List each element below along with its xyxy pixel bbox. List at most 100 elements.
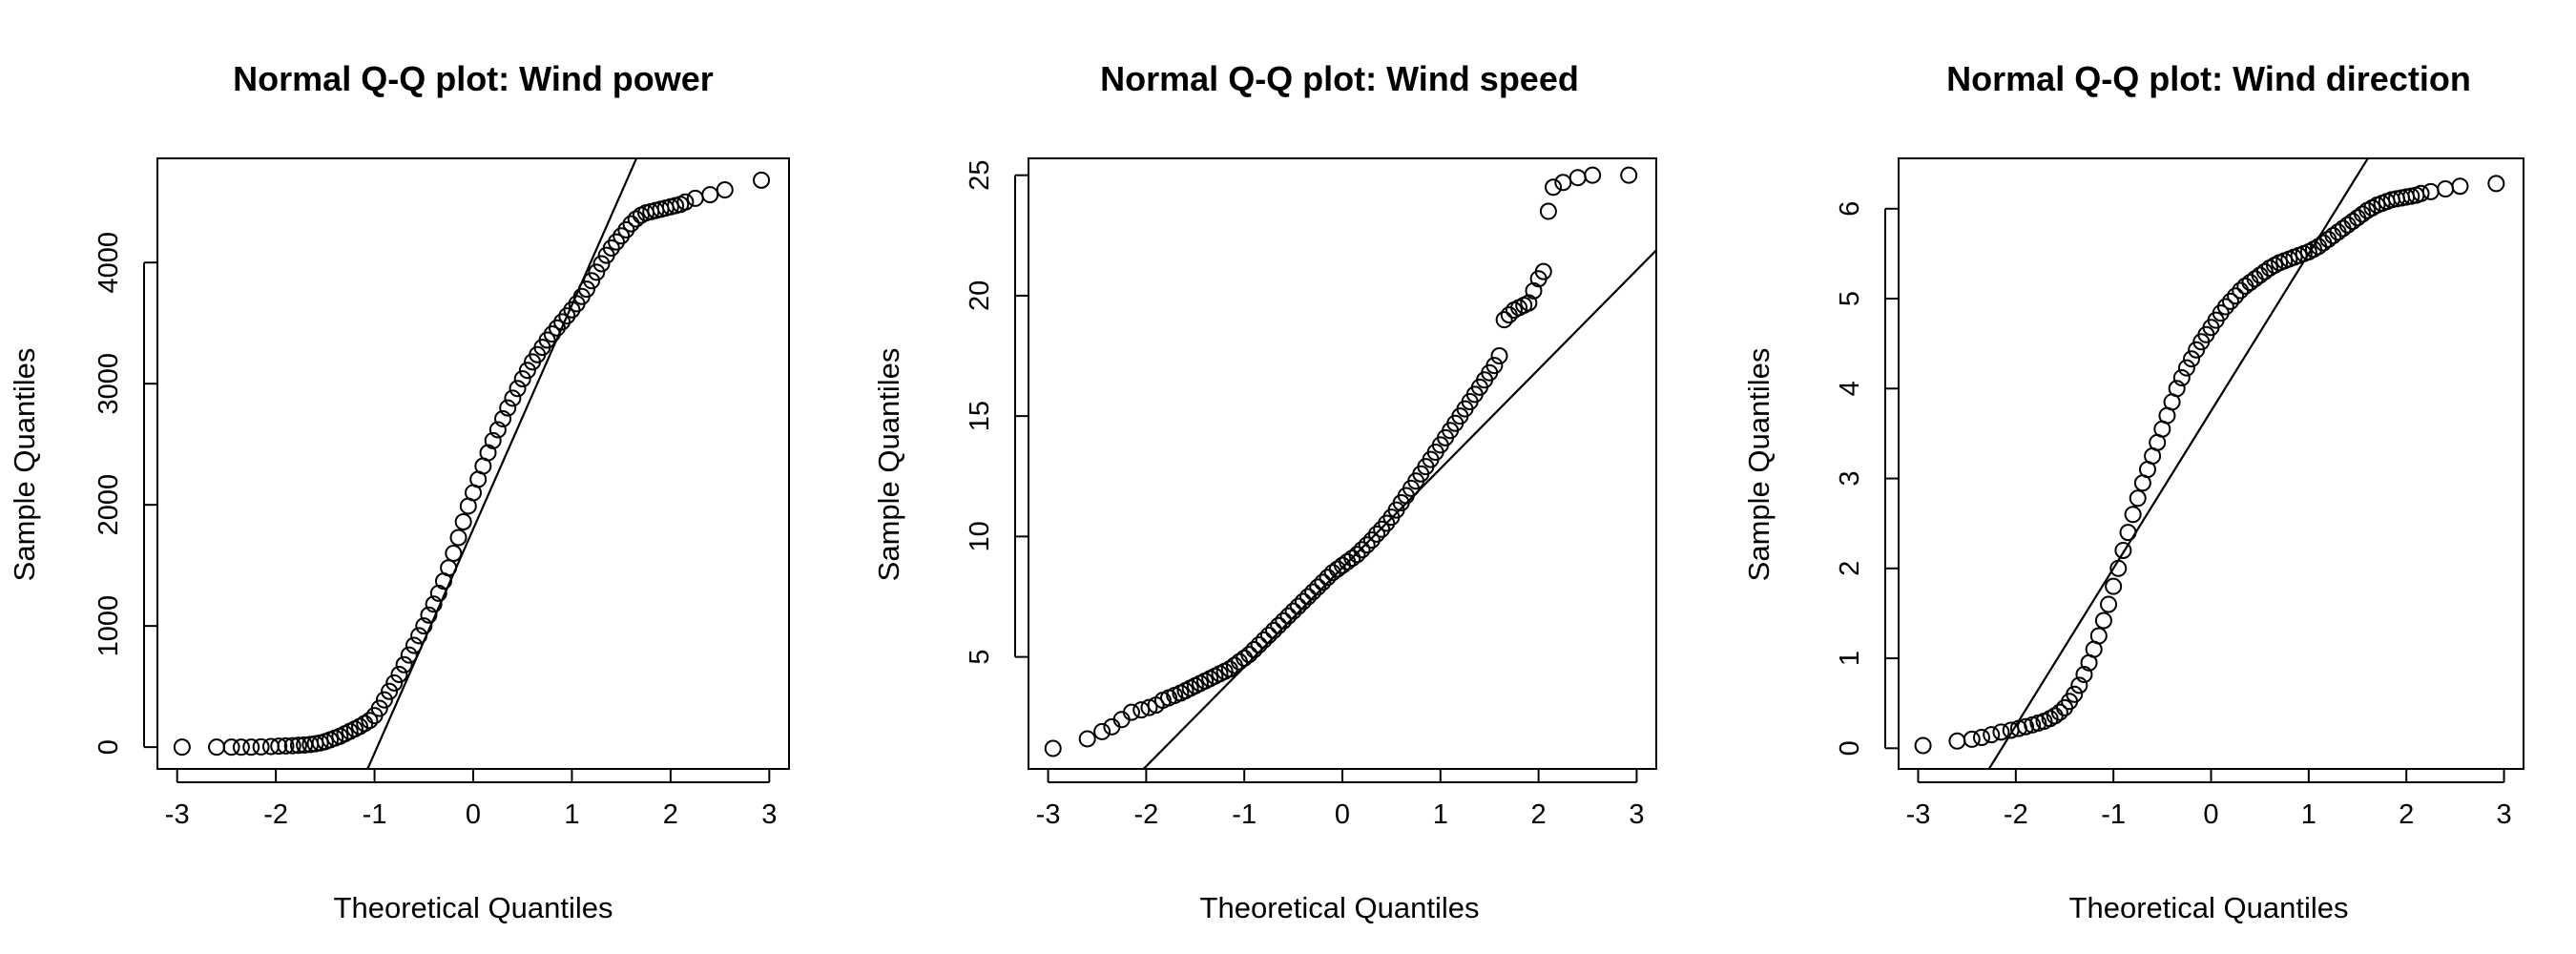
data-point: [2101, 597, 2116, 612]
data-point: [2121, 525, 2136, 540]
data-point: [406, 637, 422, 653]
plot-frame: [1028, 158, 1656, 769]
chart-title: Normal Q-Q plot: Wind power: [233, 59, 714, 98]
plot-area: -3 -2 -1 0 1 2 3 0 1000 2000 3000 4000: [59, 0, 888, 954]
data-point: [2091, 629, 2107, 644]
y-tick-label: 3: [1835, 470, 1865, 486]
data-point: [717, 182, 733, 197]
x-tick-label: -2: [263, 799, 288, 830]
y-tick-label: 5: [1835, 291, 1865, 306]
data-point: [754, 173, 769, 188]
x-tick-label: -2: [1133, 799, 1158, 830]
x-tick-label: -3: [1906, 799, 1931, 830]
data-point: [2115, 543, 2130, 558]
x-tick-label: 2: [663, 799, 678, 830]
plot-frame: [1899, 158, 2524, 769]
y-tick-label: 0: [93, 739, 124, 755]
x-axis-label: Theoretical Quantiles: [2069, 891, 2349, 924]
data-point: [2096, 612, 2111, 628]
data-point: [175, 739, 190, 755]
y-tick-label: 2: [1835, 561, 1865, 576]
x-tick-label: 1: [2301, 799, 2316, 830]
x-tick-label: 2: [1531, 799, 1547, 830]
data-point: [456, 514, 471, 529]
data-point: [1585, 168, 1600, 183]
panel-wind-speed: Normal Q-Q plot: Wind speed Theoretical …: [872, 59, 1755, 954]
panel-wind-direction: Normal Q-Q plot: Wind direction Theoreti…: [1742, 0, 2576, 954]
x-tick-label: 2: [2399, 799, 2414, 830]
x-tick-label: 3: [1629, 799, 1644, 830]
y-tick-label: 3000: [93, 353, 124, 415]
data-point: [1546, 179, 1561, 195]
data-point: [688, 191, 703, 206]
x-tick-label: -1: [2101, 799, 2126, 830]
x-tick-label: 3: [761, 799, 777, 830]
y-tick-label: 0: [1835, 740, 1865, 756]
x-tick-label: -3: [165, 799, 190, 830]
data-point: [2179, 361, 2194, 376]
data-point: [397, 657, 412, 673]
data-point: [1916, 737, 1931, 753]
x-tick-label: 0: [1335, 799, 1350, 830]
plot-frame: [157, 158, 789, 769]
y-tick-label: 1000: [93, 595, 124, 657]
data-point: [1949, 734, 1964, 749]
data-point: [1080, 731, 1095, 746]
data-point: [1570, 170, 1586, 185]
chart-title: Normal Q-Q plot: Wind speed: [1100, 59, 1579, 98]
data-point: [2130, 490, 2146, 506]
data-point: [1974, 730, 1989, 745]
chart-title: Normal Q-Q plot: Wind direction: [1946, 59, 2471, 98]
plot-area: -3 -2 -1 0 1 2 3510152025: [930, 151, 1755, 954]
data-point: [209, 739, 224, 755]
data-point: [402, 648, 417, 663]
y-tick-label: 4: [1835, 381, 1865, 396]
data-point: [510, 381, 526, 396]
data-point: [505, 390, 520, 405]
data-point: [2106, 579, 2121, 594]
data-point: [1984, 727, 1999, 742]
y-tick-label: 5: [965, 650, 995, 665]
x-tick-label: 0: [466, 799, 481, 830]
data-point: [2488, 176, 2503, 191]
y-axis-label: Sample Quantiles: [8, 348, 41, 582]
data-point: [2423, 184, 2439, 199]
panel-wind-power: Normal Q-Q plot: Wind power Theoretical …: [8, 0, 887, 954]
y-tick-label: 15: [965, 401, 995, 431]
data-point: [2452, 178, 2467, 194]
plot-area: -3 -2 -1 0 1 2 30123456: [1801, 0, 2576, 954]
data-point: [1492, 348, 1507, 363]
y-tick-label: 2000: [93, 474, 124, 536]
x-axis-label: Theoretical Quantiles: [334, 891, 613, 924]
data-point: [450, 529, 466, 545]
x-tick-label: 1: [1433, 799, 1448, 830]
data-point: [2126, 507, 2141, 522]
data-point: [1046, 741, 1061, 757]
y-tick-label: 4000: [93, 232, 124, 294]
x-tick-label: 1: [564, 799, 579, 830]
y-tick-label: 6: [1835, 201, 1865, 217]
data-point: [2438, 181, 2453, 197]
y-tick-label: 20: [965, 280, 995, 311]
y-tick-label: 10: [965, 521, 995, 551]
x-axis-label: Theoretical Quantiles: [1200, 891, 1480, 924]
data-point: [1555, 175, 1570, 190]
data-point: [1541, 204, 1556, 219]
y-tick-label: 25: [965, 160, 995, 191]
data-point: [1094, 724, 1110, 739]
data-point: [677, 195, 693, 210]
y-axis-label: Sample Quantiles: [1742, 348, 1776, 582]
x-tick-label: -1: [363, 799, 387, 830]
data-point: [446, 546, 461, 561]
y-tick-label: 1: [1835, 651, 1865, 666]
data-point: [411, 628, 426, 643]
data-point: [702, 187, 717, 202]
data-point: [441, 560, 456, 575]
data-point: [2184, 351, 2199, 366]
y-axis-label: Sample Quantiles: [872, 348, 905, 582]
x-tick-label: -3: [1036, 799, 1061, 830]
data-point: [1621, 168, 1636, 183]
x-tick-label: 3: [2496, 799, 2511, 830]
reference-line: [930, 151, 1755, 954]
